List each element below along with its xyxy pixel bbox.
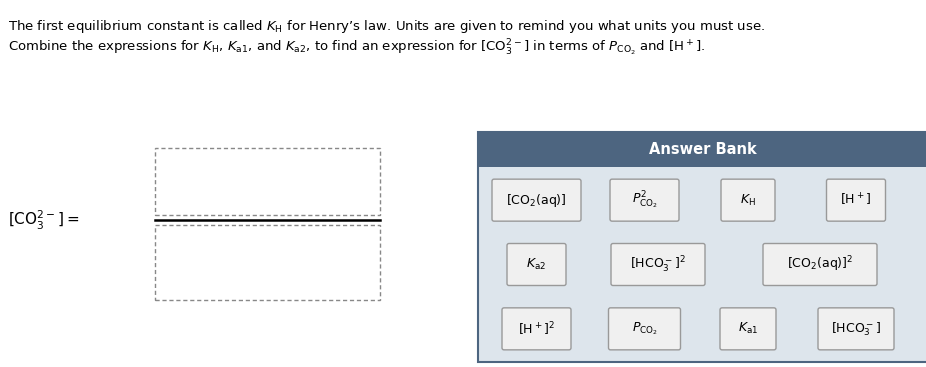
FancyBboxPatch shape — [763, 243, 877, 286]
FancyBboxPatch shape — [818, 308, 894, 350]
FancyBboxPatch shape — [608, 308, 681, 350]
FancyBboxPatch shape — [610, 179, 679, 221]
Bar — [478, 132, 926, 362]
FancyBboxPatch shape — [507, 243, 566, 286]
Text: Combine the expressions for $K_{\mathrm{H}}$, $K_{\mathrm{a1}}$, and $K_{\mathrm: Combine the expressions for $K_{\mathrm{… — [8, 38, 706, 58]
Text: $[\mathrm{CO}_3^{2-}] =$: $[\mathrm{CO}_3^{2-}] =$ — [8, 208, 79, 232]
FancyBboxPatch shape — [720, 308, 776, 350]
Bar — [155, 148, 380, 215]
Text: $K_{\mathrm{a1}}$: $K_{\mathrm{a1}}$ — [738, 321, 758, 337]
Text: $[\mathrm{HCO}_3^-]^2$: $[\mathrm{HCO}_3^-]^2$ — [631, 254, 686, 275]
Text: $P^2_{\mathrm{CO}_2}$: $P^2_{\mathrm{CO}_2}$ — [632, 189, 657, 211]
FancyBboxPatch shape — [611, 243, 705, 286]
Text: $P_{\mathrm{CO}_2}$: $P_{\mathrm{CO}_2}$ — [632, 320, 657, 337]
Text: $[\mathrm{CO}_2(\mathrm{aq})]$: $[\mathrm{CO}_2(\mathrm{aq})]$ — [507, 192, 567, 209]
Text: $[\mathrm{H}^+]^2$: $[\mathrm{H}^+]^2$ — [518, 320, 555, 338]
Text: $K_{\mathrm{H}}$: $K_{\mathrm{H}}$ — [740, 193, 756, 208]
Text: Answer Bank: Answer Bank — [649, 142, 757, 157]
FancyBboxPatch shape — [502, 308, 571, 350]
FancyBboxPatch shape — [721, 179, 775, 221]
FancyBboxPatch shape — [827, 179, 885, 221]
Bar — [155, 225, 380, 300]
Text: The first equilibrium constant is called $K_{\mathrm{H}}$ for Henry’s law. Units: The first equilibrium constant is called… — [8, 18, 765, 35]
Bar — [478, 132, 926, 167]
Text: $K_{\mathrm{a2}}$: $K_{\mathrm{a2}}$ — [526, 257, 546, 272]
Text: $[\mathrm{HCO}_3^-]$: $[\mathrm{HCO}_3^-]$ — [831, 320, 881, 338]
Text: $[\mathrm{CO}_2(\mathrm{aq})]^2$: $[\mathrm{CO}_2(\mathrm{aq})]^2$ — [787, 255, 853, 274]
Text: $[\mathrm{H}^+]$: $[\mathrm{H}^+]$ — [841, 192, 871, 208]
FancyBboxPatch shape — [492, 179, 581, 221]
